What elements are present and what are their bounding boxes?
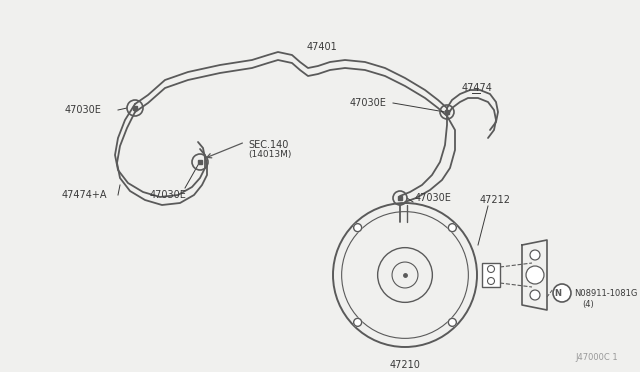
Text: 47474+A: 47474+A xyxy=(62,190,108,200)
Text: 47030E: 47030E xyxy=(350,98,387,108)
Text: 47401: 47401 xyxy=(307,42,337,52)
Circle shape xyxy=(488,278,495,285)
Circle shape xyxy=(354,224,362,232)
Text: (14013M): (14013M) xyxy=(248,151,291,160)
Bar xyxy=(482,263,500,287)
Text: (4): (4) xyxy=(582,299,594,308)
Text: 47030E: 47030E xyxy=(150,190,186,200)
Circle shape xyxy=(530,250,540,260)
Circle shape xyxy=(526,266,544,284)
Circle shape xyxy=(530,290,540,300)
Text: J47000C 1: J47000C 1 xyxy=(575,353,618,362)
Text: 47212: 47212 xyxy=(480,195,511,205)
Circle shape xyxy=(449,318,456,326)
Circle shape xyxy=(449,224,456,232)
Text: N08911-1081G: N08911-1081G xyxy=(574,289,637,298)
Circle shape xyxy=(553,284,571,302)
Text: 47030E: 47030E xyxy=(65,105,102,115)
Text: SEC.140: SEC.140 xyxy=(248,140,289,150)
Text: 47030E: 47030E xyxy=(415,193,452,203)
Circle shape xyxy=(488,266,495,273)
Circle shape xyxy=(354,318,362,326)
Text: N: N xyxy=(554,289,561,298)
Text: 47474: 47474 xyxy=(462,83,493,93)
Text: 47210: 47210 xyxy=(390,360,420,370)
